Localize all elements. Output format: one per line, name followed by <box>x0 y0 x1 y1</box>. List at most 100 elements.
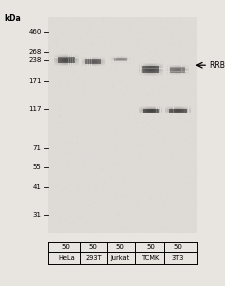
Point <box>153 107 157 112</box>
Bar <box>171 74 172 75</box>
Point <box>112 36 115 41</box>
Point <box>150 89 154 94</box>
Point <box>159 152 163 157</box>
Point <box>116 212 119 217</box>
Bar <box>77 61 79 62</box>
Point <box>187 190 190 194</box>
Bar <box>56 57 58 58</box>
Point <box>63 39 67 44</box>
Bar <box>143 66 144 67</box>
Point <box>187 141 191 146</box>
Point <box>166 86 169 90</box>
Point <box>135 225 138 230</box>
Point <box>173 78 177 82</box>
Bar <box>176 70 178 71</box>
Bar <box>153 113 155 114</box>
Point <box>176 161 180 165</box>
Bar <box>147 66 149 67</box>
Text: 31: 31 <box>33 212 42 218</box>
Bar <box>90 59 91 60</box>
Point <box>179 112 183 116</box>
Point <box>79 223 82 227</box>
Bar <box>68 64 70 65</box>
Point <box>89 40 92 45</box>
Point <box>161 186 164 191</box>
Bar <box>151 64 153 65</box>
Point <box>126 138 130 143</box>
Point <box>151 151 154 156</box>
Point <box>169 105 173 110</box>
Bar <box>155 107 157 108</box>
Point <box>123 183 126 187</box>
Point <box>132 145 135 150</box>
Point <box>164 32 167 36</box>
Point <box>104 186 107 191</box>
Point <box>142 166 146 171</box>
Bar <box>159 115 160 116</box>
Point <box>174 210 178 215</box>
Point <box>169 152 173 156</box>
Point <box>95 189 98 194</box>
Point <box>118 212 122 216</box>
Point <box>105 132 109 136</box>
Point <box>150 192 153 197</box>
Point <box>94 145 98 150</box>
Point <box>72 208 75 212</box>
Point <box>175 47 178 52</box>
Point <box>73 19 76 23</box>
Point <box>52 29 56 33</box>
Point <box>75 194 79 199</box>
Bar <box>115 57 117 58</box>
Point <box>127 33 131 38</box>
Point <box>127 113 131 117</box>
Point <box>87 24 90 29</box>
Point <box>181 171 184 176</box>
Point <box>180 24 183 29</box>
Point <box>91 160 95 165</box>
Point <box>75 73 79 78</box>
Point <box>184 53 188 58</box>
Point <box>50 102 53 107</box>
Point <box>113 20 117 24</box>
Point <box>124 84 128 89</box>
Point <box>185 192 188 197</box>
Point <box>66 77 69 81</box>
Point <box>181 30 184 34</box>
Bar <box>143 109 159 113</box>
Point <box>129 27 133 31</box>
Point <box>124 124 128 128</box>
Bar <box>161 67 163 68</box>
Bar <box>68 62 70 63</box>
Point <box>87 130 91 135</box>
Point <box>85 147 88 152</box>
Bar <box>64 63 66 64</box>
Point <box>181 159 184 164</box>
Bar <box>141 106 143 107</box>
Point <box>84 206 87 210</box>
Bar <box>120 61 122 62</box>
Point <box>163 145 167 150</box>
Point <box>76 76 79 81</box>
Bar <box>60 54 62 55</box>
Point <box>168 227 172 231</box>
Point <box>160 136 163 140</box>
Point <box>107 46 110 51</box>
Bar <box>145 107 147 108</box>
Point <box>163 213 167 218</box>
Point <box>66 82 70 86</box>
Point <box>94 228 97 232</box>
Point <box>161 40 165 45</box>
Point <box>145 65 148 69</box>
Bar <box>176 65 178 66</box>
Point <box>115 50 119 54</box>
Point <box>115 151 119 155</box>
Bar <box>93 60 95 61</box>
Point <box>53 211 56 216</box>
Bar <box>139 115 141 116</box>
Point <box>92 136 96 141</box>
Point <box>78 37 82 42</box>
Point <box>155 29 158 33</box>
Point <box>140 121 144 126</box>
Point <box>127 202 130 206</box>
Point <box>68 125 72 130</box>
